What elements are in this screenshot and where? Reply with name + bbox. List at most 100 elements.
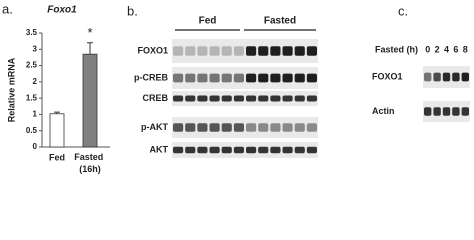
lane-label: 0 — [425, 44, 430, 54]
bar — [82, 53, 98, 148]
blot-band — [424, 72, 432, 82]
blot-background — [172, 67, 318, 89]
annotation: * — [87, 25, 92, 40]
blot-band — [282, 73, 293, 83]
blot-band — [209, 95, 220, 102]
panel-label: a. — [2, 1, 13, 16]
y-tick-label: 0 — [33, 142, 38, 151]
blot-band — [282, 123, 293, 132]
group-label: Fasted — [264, 16, 296, 27]
blot-band — [433, 72, 441, 82]
blot-band — [221, 123, 232, 132]
blot-band — [461, 72, 469, 82]
blot-band — [221, 73, 232, 83]
blot-background — [172, 117, 318, 138]
row-label: p-CREB — [134, 72, 168, 82]
blot-band — [173, 73, 184, 83]
group-label: Fed — [199, 16, 217, 27]
blot-band — [185, 95, 196, 102]
blot-band — [233, 73, 244, 83]
blot-band — [173, 123, 184, 132]
blot-band — [246, 73, 257, 83]
row-label: AKT — [150, 144, 169, 154]
blot-background — [172, 39, 318, 63]
lane-label: 6 — [453, 44, 458, 54]
y-tick-label: 1 — [33, 110, 38, 119]
blot-band — [294, 123, 305, 132]
y-tick-label: 0.5 — [26, 126, 38, 135]
blot-band — [173, 95, 184, 102]
row-label: FOXO1 — [137, 45, 168, 55]
blot-band — [294, 46, 305, 56]
blot-band — [185, 123, 196, 132]
blot-band — [197, 46, 208, 56]
blot-band — [294, 73, 305, 83]
blot-band — [424, 107, 432, 116]
blot-band — [233, 95, 244, 102]
blot-band — [306, 73, 317, 83]
blot-band — [258, 123, 269, 132]
lane-label: 8 — [463, 44, 468, 54]
blot-band — [185, 146, 196, 154]
blot-background — [172, 91, 318, 106]
blot-band — [294, 146, 305, 154]
blot-band — [233, 46, 244, 56]
lane-label: 2 — [435, 44, 440, 54]
blot-band — [270, 95, 281, 102]
x-tick-label: Fasted (16h) — [74, 152, 106, 174]
blot-band — [209, 73, 220, 83]
bar — [49, 113, 65, 148]
row-label: FOXO1 — [372, 71, 403, 81]
blot-band — [209, 123, 220, 132]
blot-band — [270, 46, 281, 56]
y-tick-label: 2 — [33, 77, 38, 86]
blot-band — [442, 107, 451, 116]
row-label: Actin — [372, 106, 395, 116]
panel-label: c. — [398, 3, 408, 18]
blot-band — [306, 146, 317, 154]
blot-band — [173, 146, 184, 154]
blot-band — [306, 46, 317, 56]
blot-band — [197, 95, 208, 102]
blot-band — [282, 95, 293, 102]
blot-band — [294, 95, 305, 102]
figure: a. Foxo1 Relative mRNA b. c. Fasted (h) … — [2, 1, 470, 174]
blot-band — [258, 73, 269, 83]
blot-band — [282, 46, 293, 56]
blot-band — [270, 123, 281, 132]
y-tick-label: 2.5 — [26, 61, 38, 70]
blot-band — [306, 95, 317, 102]
blot-band — [221, 95, 232, 102]
blot-band — [246, 123, 257, 132]
blot-band — [461, 107, 469, 116]
blot-band — [452, 107, 460, 116]
blot-band — [306, 123, 317, 132]
blot-band — [209, 46, 220, 56]
blot-band — [258, 46, 269, 56]
y-tick-label: 3 — [33, 44, 38, 53]
blot-band — [433, 107, 441, 116]
blot-band — [173, 46, 184, 56]
blot-band — [270, 146, 281, 154]
lane-title: Fasted (h) — [375, 44, 418, 54]
lane-label: 4 — [444, 44, 449, 54]
blot-band — [221, 146, 232, 154]
x-tick-label: Fed — [49, 152, 65, 162]
blot-background — [172, 142, 318, 158]
y-tick-label: 1.5 — [26, 93, 38, 102]
blot-band — [221, 46, 232, 56]
blot-band — [258, 146, 269, 154]
y-axis-label: Relative mRNA — [6, 57, 16, 122]
blot-band — [282, 146, 293, 154]
blot-band — [246, 95, 257, 102]
blot-band — [197, 123, 208, 132]
blot-band — [270, 73, 281, 83]
blot-band — [452, 72, 460, 82]
blot-band — [246, 146, 257, 154]
blot-band — [442, 72, 451, 82]
chart-title: Foxo1 — [47, 5, 77, 16]
blot-band — [197, 73, 208, 83]
panel-label: b. — [127, 3, 138, 18]
blot-band — [246, 46, 257, 56]
blot-band — [185, 46, 196, 56]
